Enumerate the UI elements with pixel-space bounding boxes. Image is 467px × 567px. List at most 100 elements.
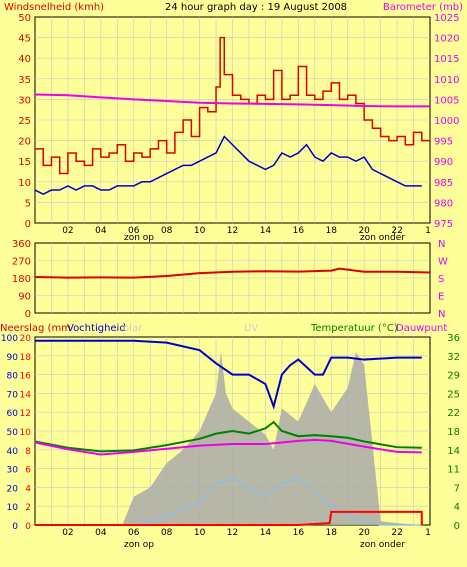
header-barometer-label: Barometer (mb) [383, 2, 463, 13]
x-tick-label: 02 [62, 528, 73, 538]
x-tick-label: 08 [161, 528, 173, 538]
series-uv-line [35, 477, 422, 526]
barometer-y-tick-label: 985 [434, 178, 453, 189]
barometer-y-tick-label: 995 [434, 137, 453, 148]
rain-y-tick-label: 10 [20, 428, 32, 438]
x-tick-label: 06 [128, 528, 140, 538]
barometer-y-tick-label: 980 [434, 198, 453, 209]
temperature-y-tick-label: 29 [447, 371, 460, 382]
rain-y-tick-label: 6 [25, 466, 31, 476]
barometer-y-tick-label: 1020 [434, 34, 459, 45]
compass-tick-label: N [438, 239, 445, 250]
direction-y-tick-label: 0 [25, 309, 31, 320]
x-tick-label: 12 [227, 226, 238, 236]
barometer-y-tick-label: 1015 [434, 54, 459, 65]
direction-y-tick-label: 360 [12, 239, 31, 250]
chart-dynamic-layer: 02 04 06 08 10 12 14 16 18 20 22 102 04 06 08 10 12 14 16 1… [1, 13, 460, 538]
rain-label: Neerslag (mm [0, 323, 71, 334]
series-humidity-line [35, 339, 422, 410]
rain-y-tick-label: 8 [25, 447, 31, 457]
sunset-label-bottom: zon onder [360, 540, 405, 550]
compass-tick-label: W [438, 257, 448, 268]
humidity-y-tick-label: 100 [1, 334, 18, 344]
compass-tick-label: E [438, 292, 444, 303]
humidity-y-tick-label: 10 [7, 503, 19, 513]
series-solar-area [35, 352, 422, 525]
header-title: 24 hour graph day : 19 August 2008 [165, 2, 347, 13]
x-tick-label: 14 [260, 226, 272, 236]
wind-y-tick-label: 0 [25, 219, 31, 230]
series-average-line [34, 135, 422, 195]
sunset-label-top: zon onder [360, 233, 405, 243]
rain-y-tick-label: 18 [20, 353, 32, 363]
rain-y-tick-label: 4 [25, 484, 31, 494]
rain-y-tick-label: 14 [20, 390, 32, 400]
compass-tick-label: N [438, 309, 445, 320]
compass-tick-label: S [438, 274, 444, 285]
direction-y-tick-label: 270 [12, 257, 31, 268]
temperature-y-tick-label: 18 [447, 427, 460, 438]
temperature-y-tick-label: 22 [447, 408, 460, 419]
series-temperature-line [34, 420, 422, 453]
series-dewpoint-line [34, 438, 422, 456]
humidity-y-tick-label: 0 [12, 522, 18, 532]
rain-y-tick-label: 16 [20, 372, 32, 382]
x-tick-label: 10 [194, 226, 206, 236]
uv-label: UV [244, 323, 258, 334]
humidity-y-tick-label: 80 [7, 372, 19, 382]
series-barometer-line [34, 93, 430, 108]
humidity-y-tick-label: 90 [7, 353, 19, 363]
x-tick-label: 16 [293, 528, 305, 538]
x-tick-label: 08 [161, 226, 173, 236]
wind-y-tick-label: 25 [18, 116, 31, 127]
temperature-y-tick-label: 7 [454, 483, 460, 494]
wind-y-tick-label: 35 [18, 75, 31, 86]
x-tick-label: 18 [326, 528, 338, 538]
dewpoint-label: Dauwpunt [396, 323, 447, 334]
x-tick-label-end: 1 [425, 226, 431, 236]
humidity-label: Vochtigheid [67, 323, 126, 334]
header-wind-label: Windsnelheid (kmh) [4, 2, 104, 13]
barometer-y-tick-label: 1000 [434, 116, 459, 127]
wind-y-tick-label: 10 [18, 178, 31, 189]
wind-y-tick-label: 40 [18, 54, 31, 65]
sunrise-label-bottom: zon op [124, 540, 154, 550]
x-tick-label: 12 [227, 528, 238, 538]
wind-y-tick-label: 20 [18, 137, 31, 148]
series-direction-line [34, 267, 431, 279]
x-tick-label: 04 [95, 528, 107, 538]
rain-y-tick-label: 2 [25, 503, 31, 513]
x-tick-label: 02 [62, 226, 73, 236]
x-tick-label: 18 [326, 226, 338, 236]
temperature-y-tick-label: 25 [447, 389, 460, 400]
temperature-y-tick-label: 0 [454, 521, 460, 532]
solar-label: olar [123, 323, 143, 334]
humidity-y-tick-label: 60 [7, 409, 19, 419]
rain-y-tick-label: 0 [25, 522, 31, 532]
barometer-y-tick-label: 1010 [434, 75, 459, 86]
x-tick-label: 10 [194, 528, 206, 538]
x-tick-label: 22 [391, 528, 402, 538]
humidity-y-tick-label: 30 [7, 466, 19, 476]
direction-y-tick-label: 180 [12, 274, 31, 285]
x-tick-label: 22 [391, 226, 402, 236]
barometer-y-tick-label: 1005 [434, 95, 459, 106]
x-tick-label: 06 [128, 226, 140, 236]
humidity-y-tick-label: 70 [7, 390, 19, 400]
rain-y-tick-label: 20 [20, 334, 32, 344]
barometer-y-tick-label: 1025 [434, 13, 459, 24]
x-tick-label: 14 [260, 528, 272, 538]
series-gust-line [35, 36, 430, 175]
temperature-y-tick-label: 11 [447, 465, 460, 476]
humidity-y-tick-label: 40 [7, 447, 19, 457]
wind-y-tick-label: 45 [18, 34, 31, 45]
humidity-y-tick-label: 50 [7, 428, 19, 438]
direction-y-tick-label: 90 [18, 292, 31, 303]
barometer-y-tick-label: 990 [434, 157, 453, 168]
humidity-y-tick-label: 20 [7, 484, 19, 494]
x-tick-label: 20 [358, 528, 370, 538]
temperature-y-tick-label: 14 [447, 446, 460, 457]
series-rain-line [35, 510, 423, 526]
